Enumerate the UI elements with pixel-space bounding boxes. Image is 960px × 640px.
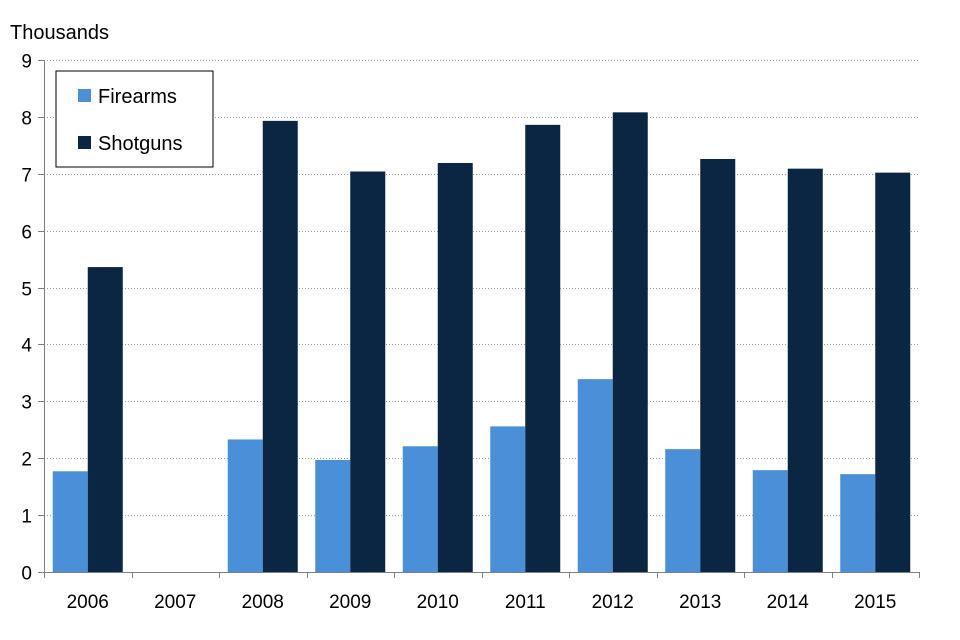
- y-tick-label: 3: [21, 393, 32, 414]
- legend-label-shotguns: Shotguns: [98, 133, 183, 155]
- bar-shotguns-2010: [437, 162, 473, 573]
- bar-firearms-2009: [315, 459, 351, 572]
- y-tick-label: 8: [21, 109, 32, 130]
- y-tick-label: 9: [21, 52, 32, 73]
- bar-firearms-2012: [577, 379, 613, 572]
- bars: [52, 112, 911, 573]
- bar-firearms-2011: [490, 426, 526, 572]
- y-tick-label: 2: [21, 450, 32, 471]
- bar-shotguns-2011: [525, 124, 561, 572]
- legend-label-firearms: Firearms: [98, 86, 177, 108]
- legend-box: [55, 70, 214, 168]
- legend-swatch-firearms: [78, 89, 91, 102]
- legend-swatch-shotguns: [78, 136, 91, 149]
- bar-shotguns-2008: [262, 120, 298, 573]
- y-tick-label: 7: [21, 166, 32, 187]
- x-tick-label: 2010: [417, 592, 459, 613]
- y-axis-unit-label: Thousands: [10, 22, 109, 44]
- bar-shotguns-2014: [787, 168, 823, 572]
- legend: Firearms Shotguns: [55, 70, 214, 168]
- x-tick-label: 2009: [329, 592, 371, 613]
- bar-firearms-2014: [752, 470, 788, 572]
- x-tick-label: 2008: [242, 592, 284, 613]
- bar-firearms-2013: [665, 449, 701, 572]
- y-tick-labels: 0 1 2 3 4 5 6 7 8 9: [21, 52, 32, 585]
- y-tick-label: 5: [21, 280, 32, 301]
- bar-shotguns-2012: [612, 112, 648, 573]
- x-tick-label: 2007: [154, 592, 196, 613]
- x-tick-label: 2012: [592, 592, 634, 613]
- x-tick-label: 2011: [505, 592, 546, 613]
- bar-shotguns-2013: [700, 158, 736, 572]
- x-tick-labels: 2006 2007 2008 2009 2010 2011 2012 2013 2014 2015: [67, 592, 897, 613]
- bar-firearms-2010: [402, 446, 438, 572]
- bar-firearms-2006: [52, 471, 88, 572]
- y-tick-label: 4: [21, 336, 32, 357]
- bar-firearms-2015: [840, 474, 876, 572]
- y-tick-label: 1: [21, 507, 32, 528]
- y-tick-label: 0: [21, 564, 32, 585]
- x-tick-label: 2014: [767, 592, 810, 613]
- bar-shotguns-2015: [875, 172, 911, 572]
- bar-firearms-2008: [227, 439, 263, 572]
- x-tick-label: 2006: [67, 592, 109, 613]
- axes: [38, 60, 920, 578]
- bar-shotguns-2009: [350, 171, 386, 572]
- x-tick-label: 2015: [854, 592, 896, 613]
- bar-shotguns-2006: [87, 267, 123, 572]
- y-tick-label: 6: [21, 223, 32, 244]
- x-tick-label: 2013: [679, 592, 721, 613]
